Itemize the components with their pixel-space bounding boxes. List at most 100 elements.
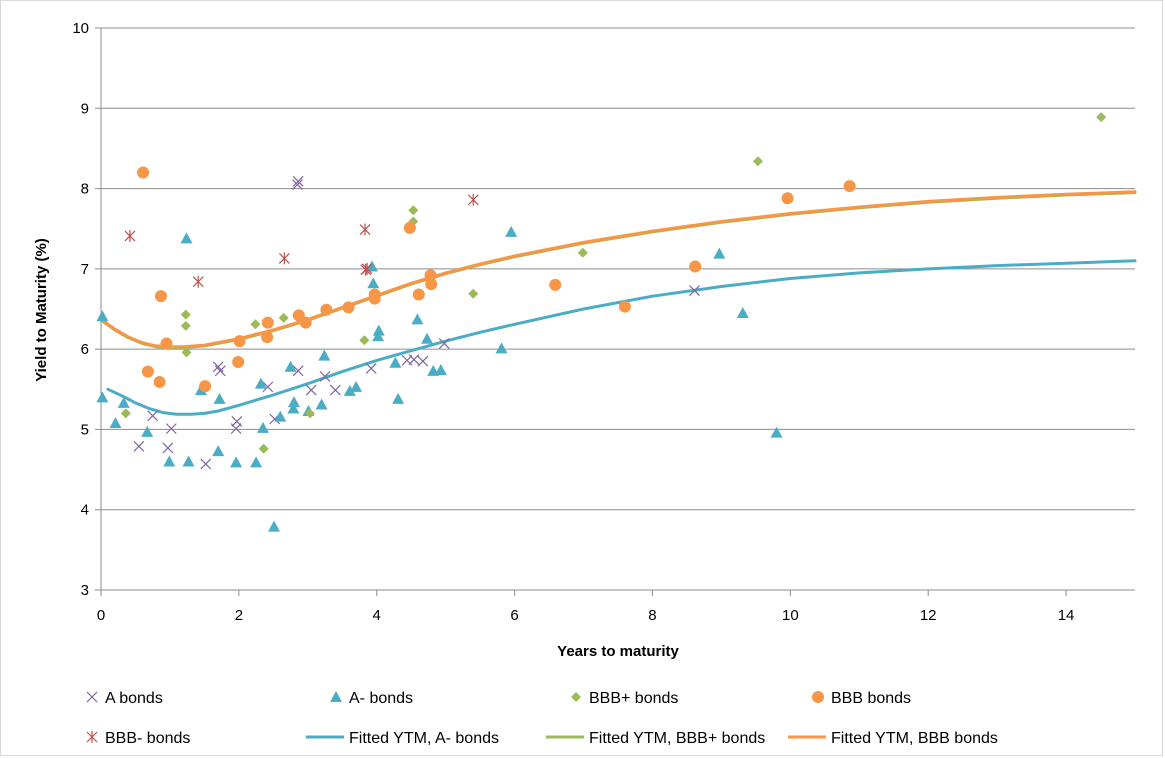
data-point-s0 bbox=[329, 384, 341, 396]
data-point-s4 bbox=[278, 252, 290, 265]
data-point-s2 bbox=[258, 443, 269, 454]
data-point-s2 bbox=[180, 309, 191, 320]
legend-item: Fitted YTM, BBB+ bonds bbox=[546, 730, 765, 747]
data-point-s1 bbox=[495, 342, 508, 354]
x-marker-icon bbox=[292, 179, 303, 190]
legend-label: A bonds bbox=[105, 690, 163, 707]
data-point-s2 bbox=[359, 335, 370, 346]
legend-item: A bonds bbox=[86, 690, 163, 707]
x-marker-icon bbox=[262, 381, 274, 393]
data-point-s0 bbox=[162, 442, 174, 454]
data-point-s1 bbox=[713, 247, 726, 259]
data-point-s1 bbox=[288, 396, 301, 408]
data-point-s1 bbox=[212, 445, 225, 457]
data-point-s4 bbox=[124, 229, 136, 242]
fitted-line-5 bbox=[106, 259, 1137, 416]
asterisk-marker-icon bbox=[278, 252, 290, 265]
legend-label: A- bonds bbox=[349, 690, 413, 707]
legend-marker bbox=[330, 691, 342, 702]
x-tick-label: 4 bbox=[373, 607, 381, 624]
axes bbox=[95, 27, 1135, 596]
data-point-s1 bbox=[230, 456, 243, 468]
data-point-s1 bbox=[284, 360, 297, 372]
legend-marker bbox=[571, 692, 581, 702]
y-tick-label: 5 bbox=[81, 421, 89, 438]
data-point-s0 bbox=[212, 361, 224, 373]
data-point-s0 bbox=[200, 458, 212, 470]
data-point-s1 bbox=[180, 232, 193, 244]
legend-label: Fitted YTM, BBB+ bonds bbox=[589, 730, 765, 747]
data-point-s1 bbox=[365, 260, 378, 272]
x-marker-icon bbox=[231, 415, 243, 427]
legend-label: BBB bonds bbox=[831, 690, 911, 707]
data-point-s0 bbox=[365, 362, 377, 374]
asterisk-marker-icon bbox=[359, 223, 371, 236]
data-point-s1 bbox=[250, 456, 263, 468]
data-point-s3 bbox=[232, 355, 245, 368]
x-tick-label: 14 bbox=[1058, 607, 1075, 624]
data-point-s3 bbox=[424, 269, 437, 282]
data-point-s3 bbox=[781, 192, 794, 205]
data-point-s2 bbox=[1096, 112, 1107, 123]
x-marker-icon bbox=[365, 362, 377, 374]
data-point-s1 bbox=[268, 520, 281, 532]
legend-item: BBB bonds bbox=[812, 690, 911, 707]
data-point-s1 bbox=[411, 313, 424, 325]
asterisk-marker-icon bbox=[124, 229, 136, 242]
data-point-s3 bbox=[137, 166, 150, 179]
x-marker-icon bbox=[319, 371, 331, 382]
data-point-s1 bbox=[213, 392, 226, 404]
data-point-s1 bbox=[96, 391, 109, 403]
data-point-s3 bbox=[320, 303, 333, 316]
x-tick-label: 0 bbox=[97, 607, 105, 624]
x-marker-icon bbox=[212, 361, 224, 373]
data-point-s1 bbox=[770, 426, 783, 438]
legend: A bonds A- bonds BBB+ bonds BBB bonds BBB- b… bbox=[86, 690, 998, 747]
x-marker-icon bbox=[408, 354, 420, 366]
x-marker-icon bbox=[133, 440, 145, 452]
legend-label: Fitted YTM, A- bonds bbox=[349, 730, 499, 747]
data-point-s3 bbox=[618, 300, 631, 313]
data-point-s4 bbox=[192, 275, 204, 288]
data-point-s3 bbox=[153, 376, 166, 389]
data-point-s1 bbox=[163, 455, 176, 467]
legend-item: Fitted YTM, BBB bonds bbox=[788, 730, 998, 747]
data-point-s3 bbox=[843, 180, 856, 193]
y-tick-label: 4 bbox=[81, 502, 89, 519]
data-point-s1 bbox=[421, 332, 434, 344]
data-point-s1 bbox=[505, 225, 518, 237]
data-point-s1 bbox=[389, 356, 402, 368]
y-axis-title: Yield to Maturity (%) bbox=[33, 238, 50, 382]
data-point-s0 bbox=[214, 365, 226, 377]
x-marker-icon bbox=[86, 691, 98, 703]
data-point-s2 bbox=[250, 319, 261, 330]
data-point-s1 bbox=[372, 324, 385, 336]
x-marker-icon bbox=[305, 384, 317, 396]
tick-labels: 3 4 5 6 7 8 9 10 0 2 4 6 8 10 12 14 bbox=[72, 20, 1074, 624]
asterisk-marker-icon bbox=[467, 193, 479, 206]
data-point-s4 bbox=[359, 223, 371, 236]
x-tick-label: 2 bbox=[235, 607, 243, 624]
data-point-s0 bbox=[408, 354, 420, 366]
data-point-s1 bbox=[256, 421, 269, 433]
data-point-s3 bbox=[403, 221, 416, 234]
x-marker-icon bbox=[200, 458, 212, 470]
x-marker-icon bbox=[329, 384, 341, 396]
x-marker-icon bbox=[292, 365, 304, 377]
data-point-s0 bbox=[133, 440, 145, 452]
y-tick-label: 3 bbox=[81, 582, 89, 599]
data-point-s2 bbox=[181, 347, 192, 358]
data-point-s4 bbox=[467, 193, 479, 206]
data-point-s0 bbox=[319, 371, 331, 382]
x-tick-label: 6 bbox=[510, 607, 518, 624]
data-point-s2 bbox=[304, 408, 315, 419]
x-marker-icon bbox=[417, 355, 429, 367]
data-point-s1 bbox=[318, 349, 331, 361]
legend-label: BBB- bonds bbox=[105, 730, 190, 747]
data-point-s1 bbox=[254, 377, 267, 389]
data-point-s1 bbox=[367, 277, 380, 289]
data-point-s0 bbox=[689, 285, 700, 296]
legend-label: BBB+ bonds bbox=[589, 690, 678, 707]
